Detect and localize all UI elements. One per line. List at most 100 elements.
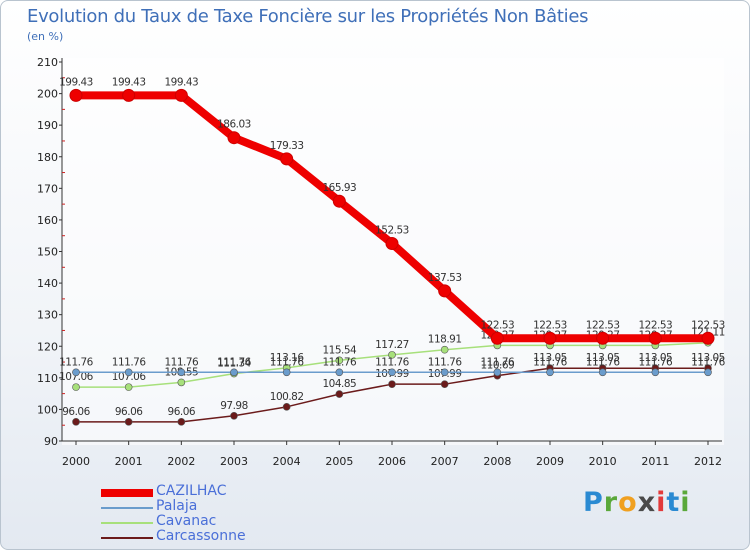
data-point-palaja [124,368,133,377]
data-label-cazilhac: 122.53 [480,319,514,331]
data-label-palaja: 111.76 [270,356,305,368]
data-point-cazilhac [385,237,399,251]
data-label-cazilhac: 199.43 [59,76,93,88]
data-label-carcassonne: 97.98 [220,400,248,412]
x-tick-label: 2011 [641,455,669,468]
data-point-cazilhac [280,152,294,166]
data-label-cavanac: 111.34 [217,358,252,370]
data-label-cavanac: 107.06 [59,371,94,383]
data-point-cazilhac [69,88,83,102]
y-tick-label: 160 [37,214,58,227]
data-point-cavanac [124,383,133,391]
x-tick-label: 2002 [167,455,195,468]
legend-swatch-cavanac [101,522,153,524]
y-tick-label: 130 [37,309,58,322]
data-point-cazilhac [701,331,715,345]
data-point-cavanac [440,345,449,354]
x-tick-label: 2003 [220,455,248,468]
data-point-palaja [177,368,186,377]
data-label-cazilhac: 179.33 [270,140,304,152]
data-point-cazilhac [543,331,557,345]
data-label-palaja: 111.76 [375,356,410,368]
data-label-palaja: 111.76 [112,356,147,368]
legend-label-cazilhac: CAZILHAC [156,483,227,499]
plot-area [62,58,724,445]
legend-swatch-palaja [101,507,153,509]
y-tick-label: 90 [44,435,58,448]
data-point-carcassonne [388,380,396,388]
data-label-palaja: 111.76 [691,356,726,368]
data-label-carcassonne: 113.05 [586,352,620,364]
x-tick-label: 2007 [431,455,459,468]
data-point-cazilhac [438,284,452,298]
y-tick-label: 140 [37,277,58,290]
y-tick-label: 120 [37,340,58,353]
data-point-cavanac [177,378,186,387]
data-point-carcassonne [440,380,449,388]
data-label-carcassonne: 96.06 [168,406,196,418]
data-point-palaja [546,368,554,377]
data-label-palaja: 111.76 [59,356,94,368]
data-label-carcassonne: 96.06 [62,406,90,418]
data-label-palaja: 111.76 [638,356,673,368]
data-label-cavanac: 113.16 [270,352,305,364]
data-point-carcassonne [282,403,291,411]
data-point-cavanac [388,351,396,359]
y-tick-label: 100 [37,403,58,416]
data-label-cazilhac: 122.53 [638,319,672,331]
data-label-carcassonne: 104.85 [322,378,356,390]
y-tick-label: 150 [37,246,58,259]
data-point-carcassonne [124,418,133,426]
data-point-carcassonne [335,390,344,398]
y-tick-label: 200 [37,88,58,101]
chart-title: Evolution du Taux de Taxe Foncière sur l… [27,6,589,27]
data-point-palaja [72,368,80,377]
data-label-cazilhac: 199.43 [164,76,198,88]
data-label-cavanac: 118.91 [428,334,462,346]
data-point-palaja [282,368,291,377]
data-point-palaja [493,368,502,377]
data-label-palaja: 111.76 [533,356,568,368]
data-label-cazilhac: 137.53 [428,272,462,284]
data-point-palaja [651,368,660,377]
data-label-carcassonne: 113.05 [638,352,672,364]
legend-label-carcassonne: Carcassonne [156,528,246,544]
data-label-cavanac: 107.06 [112,371,147,383]
data-point-palaja [230,368,238,377]
x-tick-label: 2009 [536,455,564,468]
legend-label-palaja: Palaja [156,498,198,514]
data-point-palaja [335,368,344,377]
data-label-carcassonne: 110.69 [480,360,514,372]
data-label-carcassonne: 100.82 [270,391,304,403]
y-tick-label: 110 [37,372,58,385]
data-point-palaja [704,368,712,377]
data-point-palaja [598,368,607,377]
data-label-palaja: 111.76 [164,356,199,368]
data-label-palaja: 111.76 [586,356,621,368]
data-point-cazilhac [332,194,346,208]
data-point-palaja [388,368,396,377]
proxiti-logo: Proxiti [583,487,691,518]
data-label-cavanac: 117.27 [375,339,409,351]
data-point-cazilhac [174,88,188,102]
data-point-cavanac [335,356,344,365]
data-point-cazilhac [490,331,504,345]
data-point-cazilhac [648,331,662,345]
data-point-cazilhac [227,131,241,145]
x-tick-label: 2008 [483,455,511,468]
legend-label-cavanac: Cavanac [156,513,217,529]
data-label-palaja: 111.76 [480,356,515,368]
y-tick-label: 170 [37,182,58,195]
data-label-cazilhac: 122.53 [533,319,567,331]
data-point-palaja [440,368,449,377]
x-tick-label: 2001 [115,455,143,468]
data-label-carcassonne: 96.06 [115,406,143,418]
data-label-cazilhac: 186.03 [217,119,251,131]
data-label-cazilhac: 165.93 [322,182,356,194]
data-point-carcassonne [230,411,238,420]
data-point-carcassonne [72,418,80,426]
x-tick-label: 2005 [325,455,353,468]
data-label-cazilhac: 199.43 [112,76,146,88]
